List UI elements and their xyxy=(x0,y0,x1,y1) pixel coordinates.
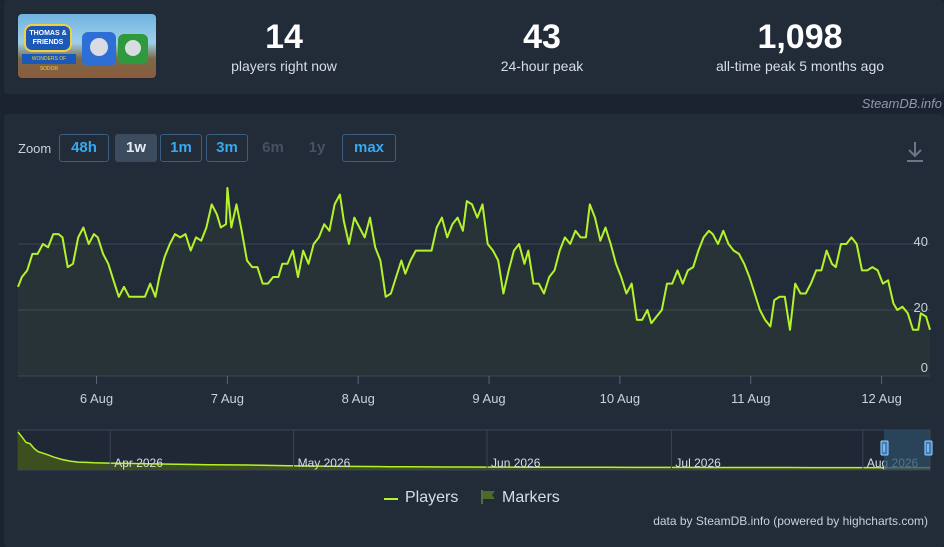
x-tick-label: 6 Aug xyxy=(80,391,113,406)
download-icon[interactable] xyxy=(904,140,926,164)
stat-value: 1,098 xyxy=(757,18,843,56)
x-tick-label: 7 Aug xyxy=(211,391,244,406)
stat-label: players right now xyxy=(231,58,337,74)
engine-green-image xyxy=(118,34,148,64)
navigator-area xyxy=(18,432,930,470)
navigator-selection[interactable] xyxy=(884,430,930,470)
zoom-1w-button[interactable]: 1w xyxy=(115,134,157,162)
game-thumbnail[interactable]: THOMAS & FRIENDS WONDERS OF SODOR xyxy=(18,14,156,78)
stat-all-time-peak: 1,098 all-time peak 5 months ago xyxy=(690,18,910,76)
navigator-frame[interactable] xyxy=(17,429,931,471)
zoom-6m-button: 6m xyxy=(262,139,284,156)
zoom-48h-button[interactable]: 48h xyxy=(59,134,109,162)
players-series-line[interactable] xyxy=(17,186,931,331)
navigator-line xyxy=(17,431,930,469)
stat-label: 24-hour peak xyxy=(500,58,584,74)
y-tick-label: 40 xyxy=(914,234,928,249)
steamdb-credit-top[interactable]: SteamDB.info xyxy=(861,96,942,111)
zoom-1y-button: 1y xyxy=(308,139,326,156)
navigator-tick-label: Jul 2026 xyxy=(675,456,721,470)
legend-markers[interactable]: Markers xyxy=(502,489,560,506)
stat-value: 43 xyxy=(523,18,561,56)
zoom-max-button[interactable]: max xyxy=(342,134,396,162)
navigator-tick-label: May 2026 xyxy=(298,456,351,470)
x-tick-label: 12 Aug xyxy=(861,391,902,406)
stats-bar xyxy=(4,0,944,94)
players-legend-swatch xyxy=(384,498,398,500)
navigator-tick-label: Apr 2026 xyxy=(114,456,163,470)
zoom-1m-button[interactable]: 1m xyxy=(160,134,202,162)
stat-label: all-time peak 5 months ago xyxy=(715,58,885,74)
stat-24h-peak: 43 24-hour peak xyxy=(472,18,612,76)
zoom-3m-button[interactable]: 3m xyxy=(206,134,248,162)
x-tick-label: 8 Aug xyxy=(342,391,375,406)
chart-panel xyxy=(4,114,944,547)
stat-value: 14 xyxy=(265,18,303,56)
y-tick-label: 20 xyxy=(914,300,928,315)
game-logo-subtitle: WONDERS OF SODOR xyxy=(22,54,76,72)
zoom-label: Zoom xyxy=(18,141,52,156)
game-logo: THOMAS & FRIENDS xyxy=(24,24,72,52)
stat-current-players: 14 players right now xyxy=(214,18,354,76)
x-tick-label: 10 Aug xyxy=(600,391,641,406)
legend-players[interactable]: Players xyxy=(405,489,459,506)
series-area xyxy=(18,187,930,376)
x-tick-label: 11 Aug xyxy=(731,391,771,406)
engine-blue-image xyxy=(82,32,116,66)
y-tick-label: 0 xyxy=(921,360,928,375)
highcharts-credit[interactable]: data by SteamDB.info (powered by highcha… xyxy=(653,514,928,528)
x-tick-label: 9 Aug xyxy=(472,391,505,406)
navigator-tick-label: Jun 2026 xyxy=(491,456,541,470)
flag-icon xyxy=(481,490,495,504)
